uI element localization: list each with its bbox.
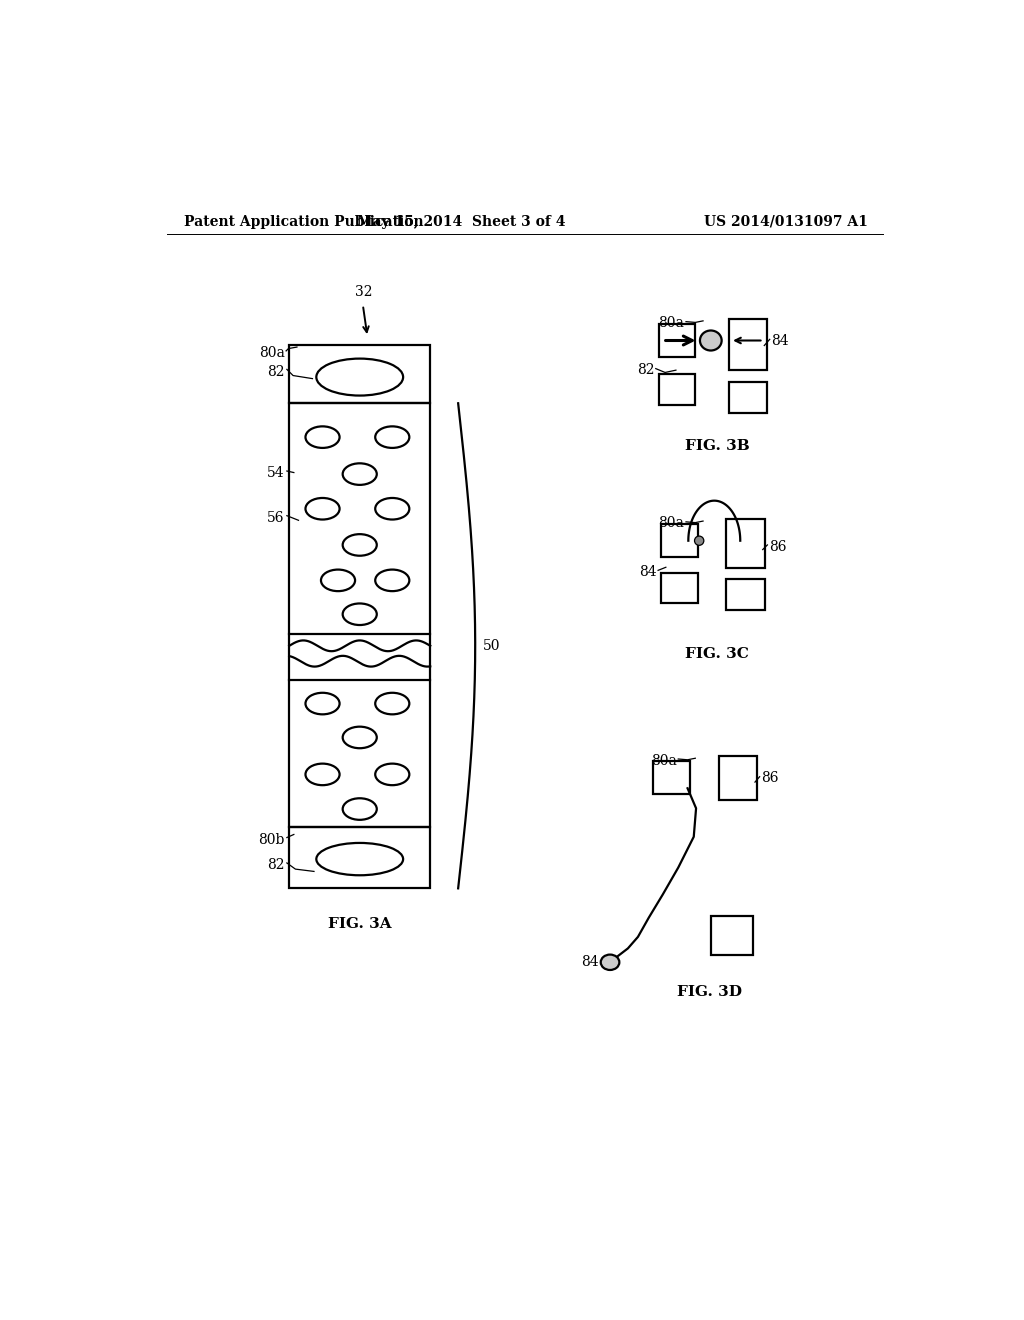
Bar: [658, 374, 695, 405]
Ellipse shape: [700, 330, 722, 351]
Text: FIG. 3A: FIG. 3A: [328, 917, 391, 931]
Text: FIG. 3D: FIG. 3D: [677, 985, 741, 999]
Text: May 15, 2014  Sheet 3 of 4: May 15, 2014 Sheet 3 of 4: [357, 215, 565, 228]
Text: 54: 54: [267, 466, 285, 480]
Text: 84: 84: [771, 334, 788, 348]
Text: 56: 56: [267, 511, 285, 525]
Text: US 2014/0131097 A1: US 2014/0131097 A1: [705, 215, 868, 228]
Bar: [662, 524, 697, 557]
Text: 80a: 80a: [658, 516, 684, 531]
Ellipse shape: [694, 536, 703, 545]
Text: 82: 82: [267, 364, 285, 379]
Text: 80b: 80b: [258, 833, 285, 847]
Bar: [289, 681, 430, 826]
Bar: [658, 323, 695, 358]
Bar: [289, 404, 430, 635]
Text: 82: 82: [637, 363, 654, 378]
Bar: [289, 345, 430, 404]
Bar: [729, 383, 767, 413]
Text: 82: 82: [267, 858, 285, 871]
Bar: [726, 579, 765, 610]
Ellipse shape: [601, 954, 620, 970]
Text: 86: 86: [761, 771, 778, 785]
Bar: [653, 762, 690, 795]
Text: Patent Application Publication: Patent Application Publication: [183, 215, 424, 228]
Bar: [289, 826, 430, 888]
Text: 80a: 80a: [259, 346, 285, 360]
Text: 80a: 80a: [658, 317, 684, 330]
Bar: [662, 573, 697, 603]
Bar: [719, 756, 758, 800]
Bar: [729, 318, 767, 370]
Bar: [726, 519, 765, 568]
Bar: [711, 916, 754, 954]
Text: 86: 86: [769, 540, 786, 553]
Text: 32: 32: [355, 285, 373, 298]
Text: FIG. 3C: FIG. 3C: [685, 647, 749, 661]
Text: FIG. 3B: FIG. 3B: [685, 440, 750, 454]
Text: 84: 84: [639, 565, 656, 579]
Text: 80a: 80a: [651, 754, 677, 768]
Text: 84: 84: [582, 956, 599, 969]
Text: 50: 50: [483, 639, 501, 653]
